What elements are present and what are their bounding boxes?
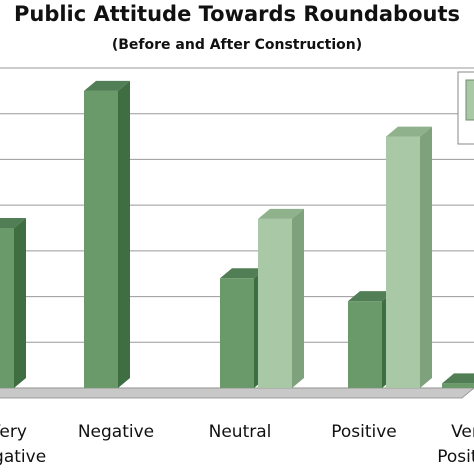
bar-front <box>220 278 254 388</box>
bars <box>0 80 474 389</box>
chart-floor <box>0 387 474 399</box>
bar <box>84 80 130 388</box>
bar-top <box>0 218 26 228</box>
category-label: Very Positive <box>437 422 474 467</box>
bar <box>258 208 304 388</box>
category-label: Very Negative <box>0 422 46 467</box>
chart-title: Public Attitude Towards Roundabouts <box>13 2 460 26</box>
bar-front <box>258 218 292 388</box>
category-labels: Very Negative Negative Neutral Positive Very P… <box>0 422 474 467</box>
legend-swatch <box>465 79 474 121</box>
bar-front <box>348 301 382 388</box>
category-label-line: Negative <box>0 447 46 467</box>
category-label: Neutral <box>209 422 272 442</box>
bar-front <box>386 136 420 388</box>
bar-top <box>258 208 304 219</box>
bar <box>0 218 26 388</box>
bar-side <box>292 208 304 388</box>
chart-subtitle: (Before and After Construction) <box>111 37 363 53</box>
bar-top <box>442 373 474 384</box>
category-label-line: Very <box>0 422 27 442</box>
bar-top <box>386 126 432 137</box>
bar-side <box>14 218 26 388</box>
bar <box>442 373 474 388</box>
bar-front <box>0 228 14 388</box>
bar-top <box>84 80 130 91</box>
category-label: Positive <box>331 422 397 442</box>
bar <box>348 291 394 388</box>
category-label-line: Very <box>451 422 474 442</box>
category-label-line: Positive <box>437 447 474 467</box>
bar-front <box>84 90 118 388</box>
bar-side <box>118 80 130 388</box>
bar-side <box>420 126 432 389</box>
bar-front <box>442 383 474 388</box>
bar <box>386 126 432 389</box>
category-label: Negative <box>78 422 154 442</box>
bar-top <box>348 291 394 302</box>
bar-top <box>220 268 266 279</box>
